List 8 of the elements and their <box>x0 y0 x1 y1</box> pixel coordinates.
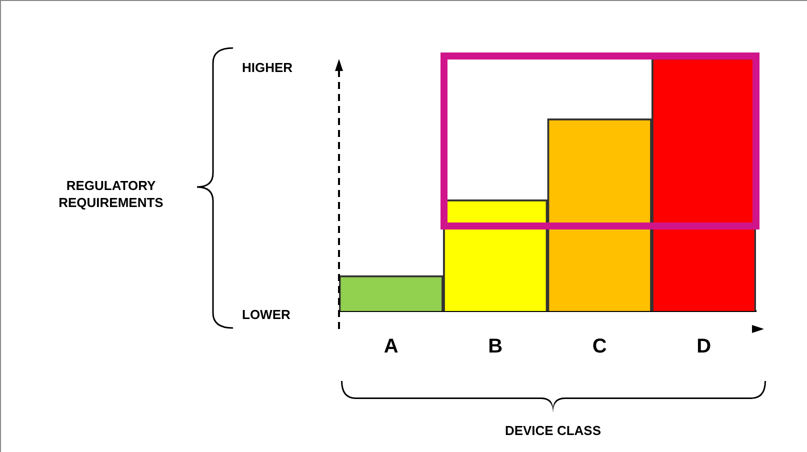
text: DEVICE CLASS <box>504 423 602 438</box>
x-tick-label: A <box>384 336 398 358</box>
x-tick-label: D <box>696 336 712 358</box>
text: REGULATORY REQUIREMENTS <box>58 177 164 211</box>
x-tick-label: B <box>488 336 503 358</box>
x-tick-label: C <box>592 336 607 358</box>
text: HIGHER <box>242 60 293 75</box>
text: LOWER <box>242 307 290 322</box>
